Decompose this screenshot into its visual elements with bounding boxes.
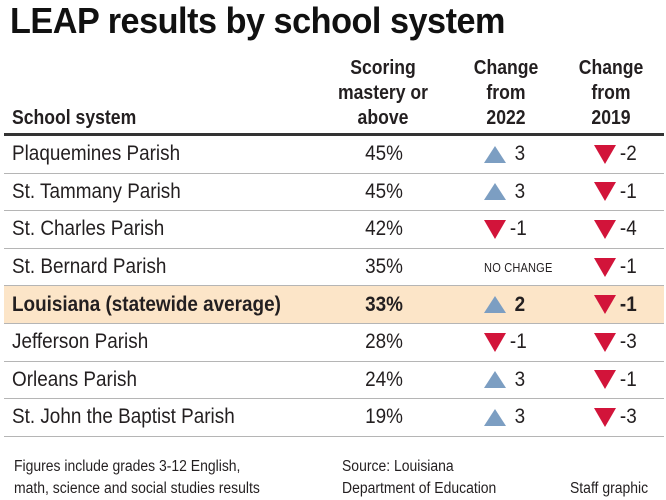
triangle-up-icon [484,296,506,314]
triangle-up-icon [484,183,506,201]
header-label: above [357,107,409,129]
change-value: 3 [514,142,526,166]
change-from-2019: -2 [594,142,664,166]
school-system-name: St. John the Baptist Parish [12,405,235,429]
triangle-up-icon [484,145,506,163]
results-table: Plaquemines Parish 45% 3 -2 St. Tammany Pari… [4,136,664,437]
header-label: from [486,82,526,104]
header-mastery: Scoring mastery or above [318,46,448,131]
change-from-2019: -3 [594,330,664,354]
change-from-2019: -1 [594,368,664,392]
footnote: Figures include grades 3-12 English, mat… [14,456,260,500]
table-row: Jefferson Parish 28% -1 -3 [4,324,664,362]
change-from-2019: -3 [594,405,664,429]
triangle-down-icon [594,332,616,352]
mastery-percent: 45% [365,142,403,166]
school-system-name: Orleans Parish [12,367,138,391]
header-label: Change [473,57,539,79]
change-from-2022: 2 [484,293,564,317]
table-row: St. Charles Parish 42% -1 -4 [4,211,664,249]
change-value: -1 [509,217,527,241]
footnote-line: math, science and social studies results [14,480,260,497]
header-school-system: School system [12,46,153,131]
source-note: Source: Louisiana Department of Educatio… [342,456,496,500]
source-line: Department of Education [342,480,497,497]
triangle-down-icon [594,370,616,390]
mastery-percent: 33% [365,292,403,316]
change-from-2019: -1 [594,180,664,204]
change-from-2022: NO CHANGE [484,260,564,275]
table-row: Plaquemines Parish 45% 3 -2 [4,136,664,174]
triangle-down-icon [594,407,616,427]
triangle-up-icon [484,371,506,389]
table-row-statewide: Louisiana (statewide average) 33% 2 -1 [4,286,664,324]
school-system-name: Jefferson Parish [12,330,149,354]
mastery-percent: 35% [365,255,403,279]
change-from-2022: 3 [484,405,564,429]
triangle-down-icon [594,219,616,239]
change-from-2022: 3 [484,142,564,166]
credit: Staff graphic [570,480,649,497]
change-value: -1 [619,179,637,203]
change-value: 3 [514,179,526,203]
change-from-2022: 3 [484,368,564,392]
source-line: Source: Louisiana [342,458,454,475]
no-change-label: NO CHANGE [484,259,553,275]
change-value: -1 [619,292,637,316]
change-value: 3 [514,367,526,391]
school-system-name: St. Bernard Parish [12,255,167,279]
triangle-down-icon [594,182,616,202]
change-value: 3 [514,405,526,429]
change-value: -1 [619,255,637,279]
change-from-2022: 3 [484,180,564,204]
change-from-2019: -1 [594,255,664,279]
triangle-down-icon [484,332,506,352]
header-label: Scoring [350,57,416,79]
table-row: St. John the Baptist Parish 19% 3 -3 [4,399,664,437]
header-label: from [591,82,631,104]
header-change-2019: Change from 2019 [566,46,656,131]
header-change-2022: Change from 2022 [456,46,556,131]
school-system-name: St. Tammany Parish [12,179,181,203]
table-row: Orleans Parish 24% 3 -1 [4,362,664,400]
change-value: -1 [509,330,527,354]
header-label: 2019 [591,107,631,129]
change-value: -4 [619,217,637,241]
change-from-2022: -1 [484,330,564,354]
mastery-percent: 19% [365,405,403,429]
triangle-up-icon [484,408,506,426]
header-label: mastery or [337,82,429,104]
header-divider [4,133,664,136]
triangle-down-icon [594,144,616,164]
header-label: Change [578,57,644,79]
mastery-percent: 24% [365,367,403,391]
change-value: -2 [619,142,637,166]
triangle-down-icon [484,219,506,239]
change-value: 2 [514,292,526,316]
change-from-2019: -1 [594,293,664,317]
header-label: School system [12,107,137,129]
table-row: St. Bernard Parish 35% NO CHANGE -1 [4,249,664,287]
change-value: -3 [619,330,637,354]
footnote-line: Figures include grades 3-12 English, [14,458,241,475]
mastery-percent: 45% [365,179,403,203]
change-from-2022: -1 [484,217,564,241]
header-label: 2022 [486,107,526,129]
table-row: St. Tammany Parish 45% 3 -1 [4,174,664,212]
triangle-down-icon [594,257,616,277]
triangle-down-icon [594,295,616,315]
school-system-name: Plaquemines Parish [12,142,181,166]
mastery-percent: 42% [365,217,403,241]
school-system-name: Louisiana (statewide average) [12,292,281,316]
school-system-name: St. Charles Parish [12,217,165,241]
change-from-2019: -4 [594,217,664,241]
change-value: -1 [619,367,637,391]
change-value: -3 [619,405,637,429]
mastery-percent: 28% [365,330,403,354]
chart-title: LEAP results by school system [10,0,505,41]
